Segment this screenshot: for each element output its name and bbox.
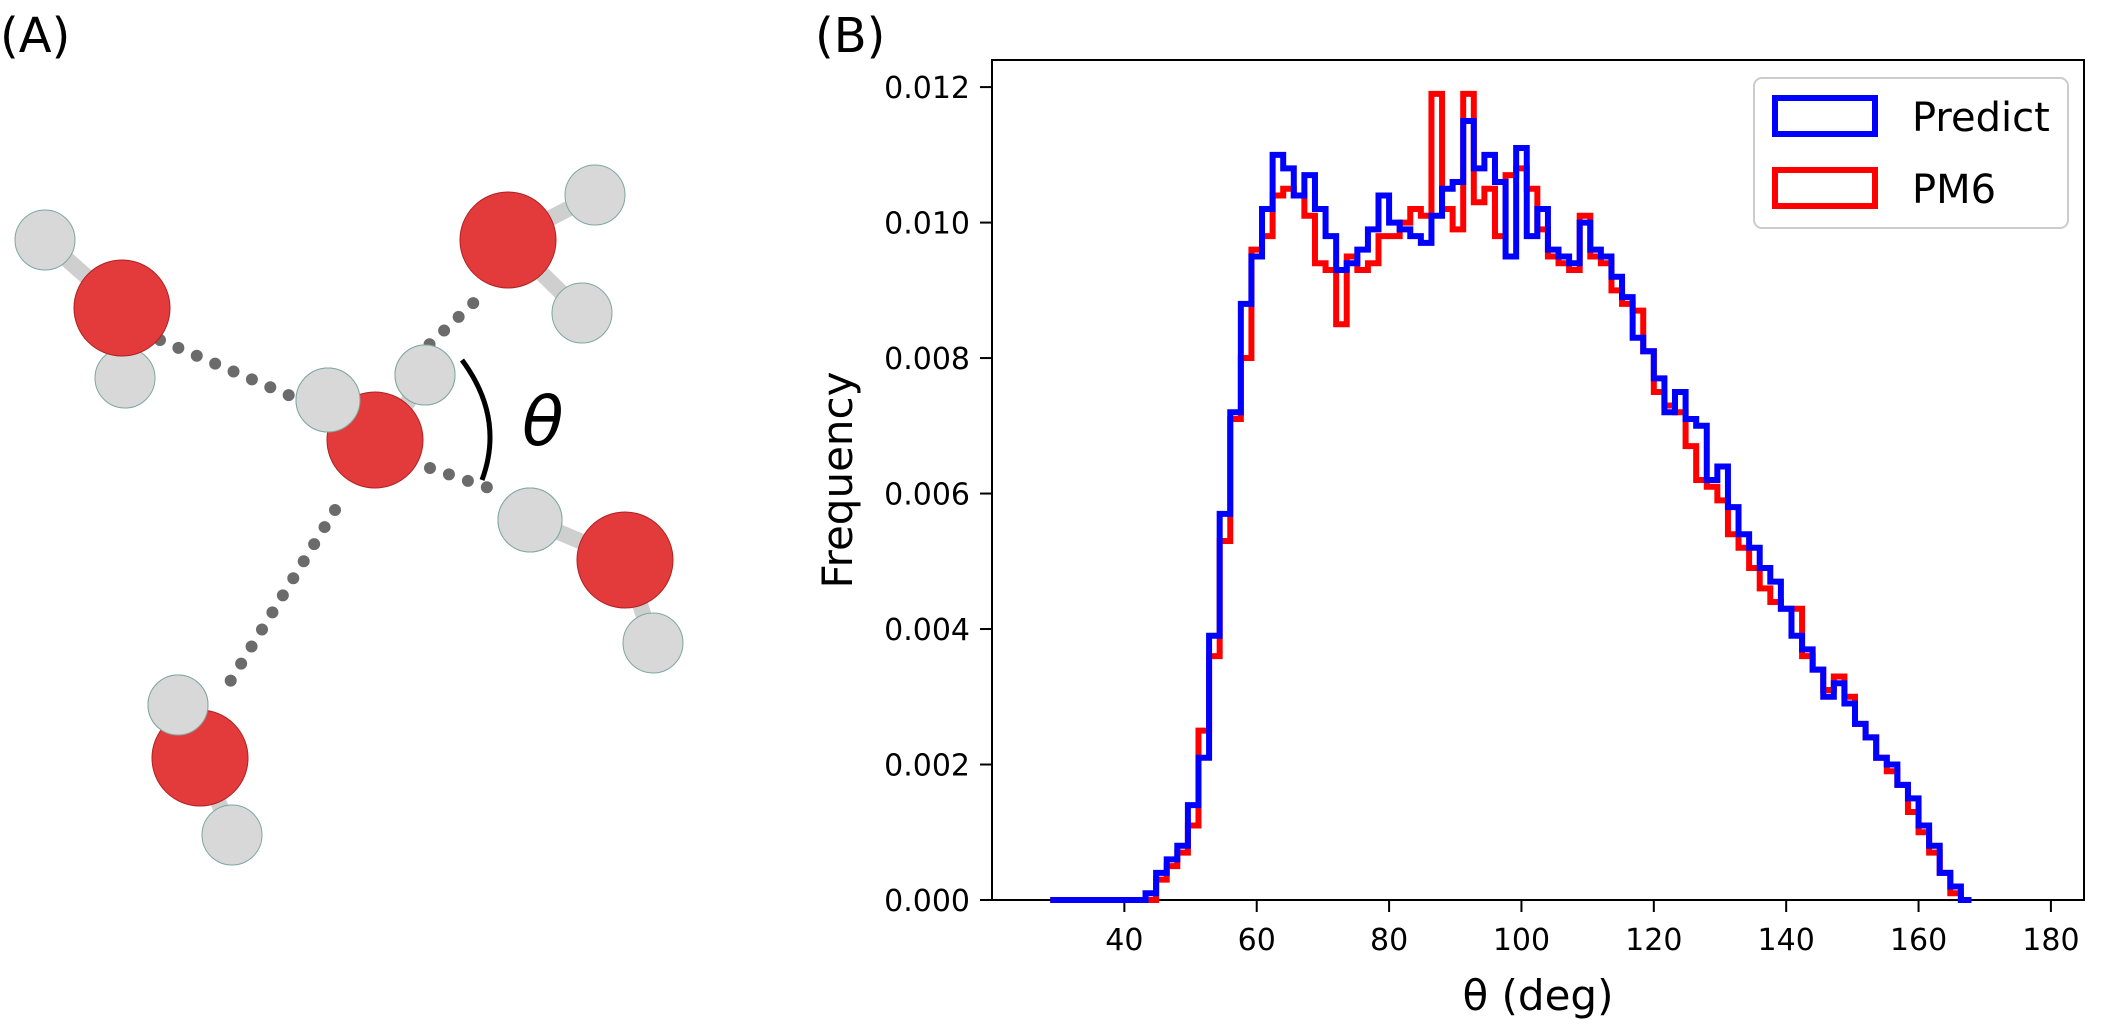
x-tick-label: 120 xyxy=(1625,923,1682,958)
x-tick-label: 60 xyxy=(1238,923,1276,958)
y-tick-label: 0.010 xyxy=(884,207,970,242)
angle-symbol: θ xyxy=(522,383,564,462)
hydrogen-atom xyxy=(551,282,613,344)
hydrogen-atom xyxy=(497,487,563,553)
series-predict-histogram xyxy=(1050,117,1972,903)
oxygen-atom xyxy=(73,259,171,357)
legend-label-pm6: PM6 xyxy=(1912,167,1996,213)
panel-a-label: (A) xyxy=(0,8,70,64)
legend: Predict PM6 xyxy=(1753,77,2069,229)
x-tick-label: 140 xyxy=(1758,923,1815,958)
hydrogen-atom xyxy=(201,804,263,866)
legend-label-predict: Predict xyxy=(1912,95,2050,141)
hbond-bottom xyxy=(219,504,341,696)
hydrogen-atom xyxy=(622,612,684,674)
front-hydrogens xyxy=(147,344,563,736)
oxygen-atom xyxy=(576,511,674,609)
x-axis: 40 60 80 100 120 140 160 180 xyxy=(1105,900,2080,958)
hydrogen-atom xyxy=(94,347,156,409)
panel-a: (A) xyxy=(0,8,684,866)
hydrogen-atom xyxy=(295,367,361,433)
y-tick-label: 0.008 xyxy=(884,342,970,377)
x-tick-label: 160 xyxy=(1890,923,1947,958)
oxygen-atom xyxy=(459,191,557,289)
y-tick-label: 0.012 xyxy=(884,71,970,106)
y-tick-label: 0.004 xyxy=(884,613,970,648)
legend-swatch-predict xyxy=(1772,95,1878,137)
panel-b-label: (B) xyxy=(815,8,885,64)
hydrogen-atom xyxy=(394,344,456,406)
hydrogen-atom xyxy=(14,209,76,271)
y-tick-label: 0.006 xyxy=(884,478,970,513)
x-tick-label: 80 xyxy=(1370,923,1408,958)
hbond-left xyxy=(154,334,306,406)
x-tick-label: 180 xyxy=(2022,923,2079,958)
x-tick-label: 100 xyxy=(1493,923,1550,958)
y-tick-label: 0.000 xyxy=(884,884,970,919)
hbond-right xyxy=(424,462,501,496)
hydrogen-bonds xyxy=(154,286,501,696)
hydrogen-atom xyxy=(564,164,626,226)
legend-frame xyxy=(1753,77,2069,229)
y-axis: 0.000 0.002 0.004 0.006 0.008 0.010 0.012 xyxy=(884,71,992,919)
legend-swatch-pm6 xyxy=(1772,167,1878,209)
hydrogen-atom xyxy=(147,674,209,736)
angle-arc xyxy=(459,358,493,481)
x-axis-label: θ (deg) xyxy=(1463,971,1614,1020)
y-axis-label: Frequency xyxy=(813,372,862,589)
panel-b: (B) 40 60 80 100 120 140 160 180 0.0000.0020.00… xyxy=(813,8,2085,1020)
y-tick-label: 0.002 xyxy=(884,749,970,784)
histogram-chart: 40 60 80 100 120 140 160 180 0.0000.0020.0040.0… xyxy=(813,59,2085,1020)
series-layer xyxy=(1050,90,1972,903)
x-tick-label: 40 xyxy=(1105,923,1143,958)
